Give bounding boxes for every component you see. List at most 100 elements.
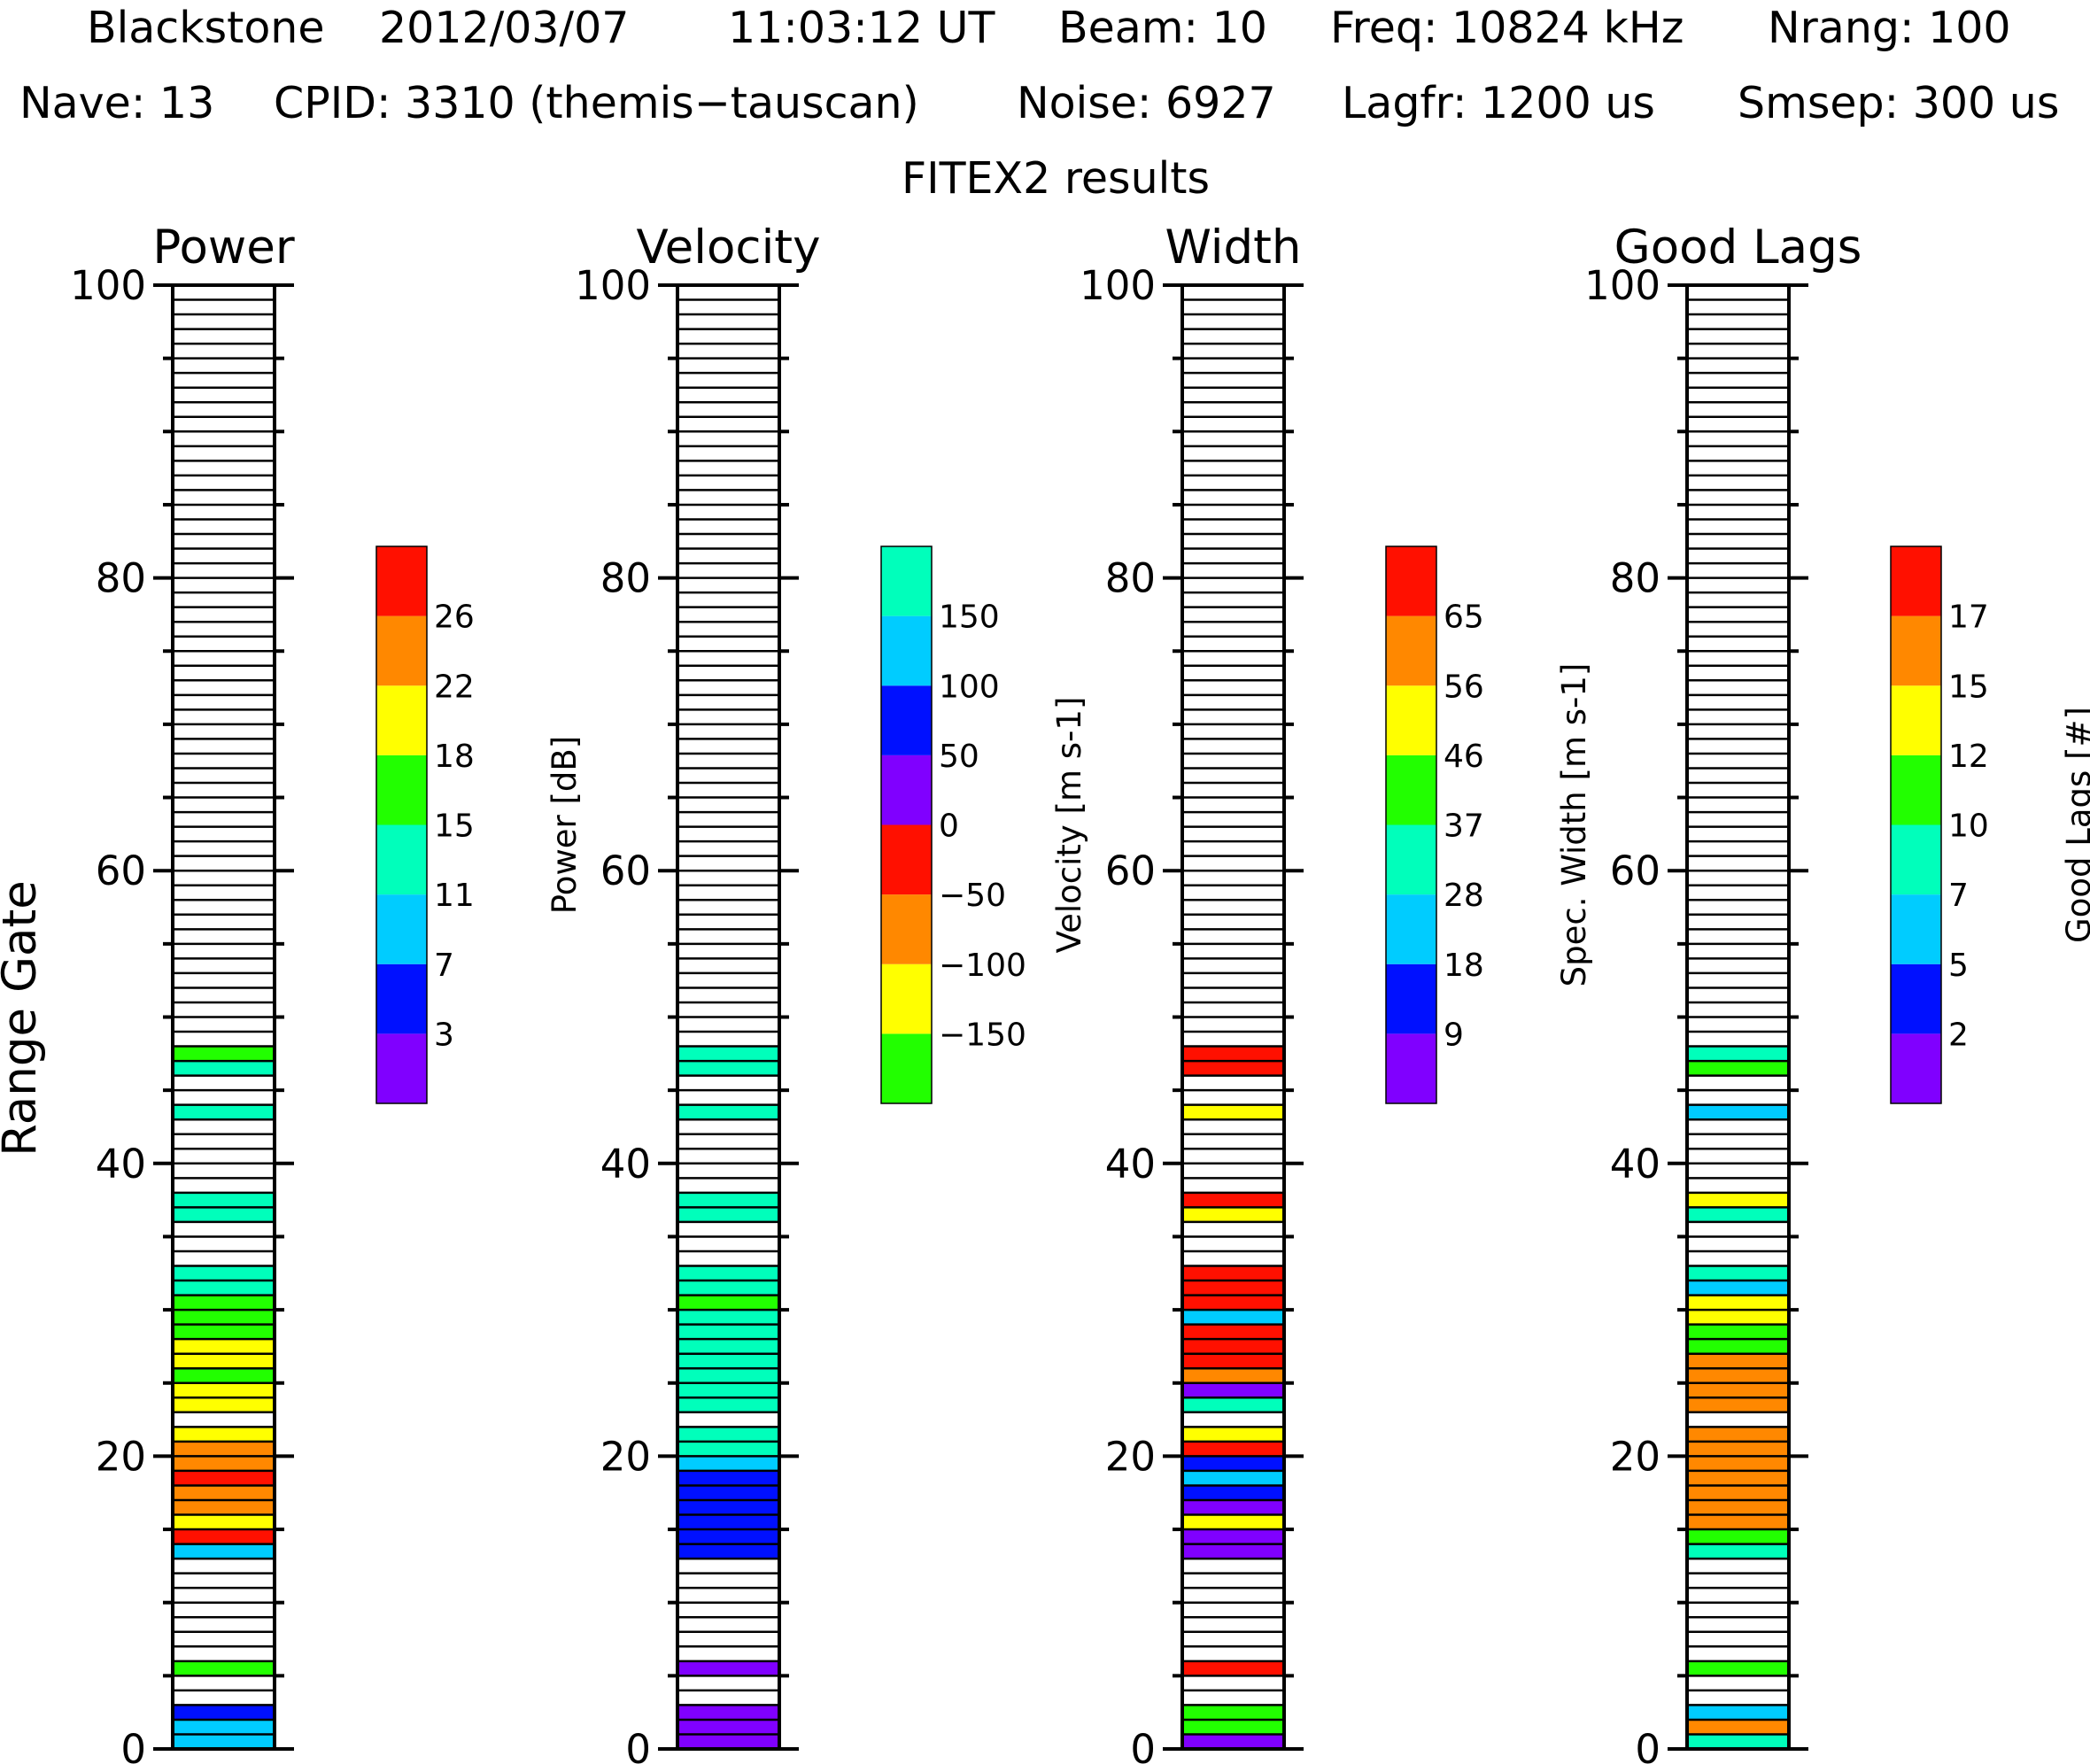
gate-cell-47 xyxy=(677,1046,779,1062)
colorbar-tick-label: −100 xyxy=(939,948,1026,984)
gate-cell-25 xyxy=(1687,1368,1789,1383)
y-tick-label: 40 xyxy=(1105,1141,1156,1188)
gate-cell-37 xyxy=(677,1192,779,1208)
panel-width: Width 0 20 40 60 80 100 9 18 28 37 46 56 65 Spec. Widt… xyxy=(1080,220,1593,1764)
y-tick-label: 100 xyxy=(575,262,651,309)
colorbar-tick-label: 50 xyxy=(939,739,979,775)
gate-cell-18 xyxy=(1182,1470,1284,1486)
colorbar-swatch xyxy=(1386,685,1436,755)
y-tick-label: 20 xyxy=(96,1433,146,1480)
header-cpid: CPID: 3310 (themis−tauscan) xyxy=(274,78,919,128)
gate-boundaries-velocity xyxy=(677,298,779,1736)
colorbar-tick-label: 10 xyxy=(1948,808,1989,845)
gate-cell-16 xyxy=(1687,1499,1789,1515)
y-tick-label: 80 xyxy=(1105,555,1156,602)
gate-cell-36 xyxy=(1687,1207,1789,1222)
colorbar-velocity: −150 −100 −50 0 50 100 150 Velocity [m s-1] xyxy=(880,545,1088,1104)
colorbar-frame xyxy=(1385,545,1437,1104)
gate-cell-23 xyxy=(1687,1397,1789,1412)
gate-cell-30 xyxy=(1182,1295,1284,1311)
y-tick-label: 0 xyxy=(1635,1726,1660,1764)
y-tick-label: 80 xyxy=(600,555,651,602)
gate-cell-19 xyxy=(173,1456,275,1471)
gate-cell-28 xyxy=(677,1324,779,1340)
gate-cell-0 xyxy=(1182,1734,1284,1749)
gate-cell-15 xyxy=(173,1514,275,1530)
gate-cell-18 xyxy=(173,1470,275,1486)
gate-cell-0 xyxy=(677,1734,779,1749)
gate-cell-18 xyxy=(1687,1470,1789,1486)
gate-cell-2 xyxy=(1182,1705,1284,1720)
header: Blackstone 2012/03/07 11:03:12 UT Beam: … xyxy=(19,3,2059,204)
y-ticks-width xyxy=(1163,283,1304,1751)
gate-cell-16 xyxy=(1182,1499,1284,1515)
panel-title-power: Power xyxy=(152,220,294,275)
y-tick-label: 0 xyxy=(625,1726,651,1764)
gate-cell-23 xyxy=(1182,1397,1284,1412)
gate-cell-2 xyxy=(173,1705,275,1720)
y-tick-label: 0 xyxy=(1130,1726,1156,1764)
gate-cell-47 xyxy=(1687,1046,1789,1062)
colorbar-swatch xyxy=(1891,894,1941,964)
colorbar-swatch xyxy=(1891,824,1941,895)
gate-cell-37 xyxy=(173,1192,275,1208)
colorbar-frame xyxy=(880,545,933,1104)
gate-cell-24 xyxy=(1182,1382,1284,1398)
gate-cell-20 xyxy=(173,1441,275,1457)
y-ticks-velocity xyxy=(658,283,799,1751)
gate-cell-5 xyxy=(677,1660,779,1676)
gate-cell-24 xyxy=(677,1382,779,1398)
colorbar-swatch xyxy=(881,685,932,755)
gate-cell-46 xyxy=(1687,1061,1789,1076)
gate-cell-24 xyxy=(1687,1382,1789,1398)
colorbar-tick-label: 5 xyxy=(1948,948,1969,984)
colorbar-swatch xyxy=(1891,546,1941,616)
gate-cell-26 xyxy=(1687,1353,1789,1369)
colorbar-label: Velocity [m s-1] xyxy=(1050,697,1088,954)
gate-cell-1 xyxy=(1687,1719,1789,1735)
colorbar-tick-label: 7 xyxy=(1948,878,1969,914)
colorbar-swatch xyxy=(1386,824,1436,895)
gate-cell-16 xyxy=(173,1499,275,1515)
gate-cell-36 xyxy=(173,1207,275,1222)
panel-good-lags: Good Lags 0 20 40 60 80 100 2 5 7 10 12 15 17 Good Lag… xyxy=(1584,220,2090,1764)
gate-cell-18 xyxy=(677,1470,779,1486)
colorbar-swatch xyxy=(376,546,427,616)
gate-cell-46 xyxy=(173,1061,275,1076)
colorbar-swatch xyxy=(1386,1033,1436,1103)
gate-cell-27 xyxy=(677,1339,779,1354)
colorbar-good-lags: 2 5 7 10 12 15 17 Good Lags [#] xyxy=(1890,545,2090,1104)
header-date: 2012/03/07 xyxy=(379,3,629,53)
gate-cell-14 xyxy=(1687,1529,1789,1544)
gate-cell-2 xyxy=(677,1705,779,1720)
gate-boundaries-width xyxy=(1182,298,1284,1736)
colorbar-swatch xyxy=(1386,963,1436,1034)
colorbar-frame xyxy=(375,545,428,1104)
y-ticks-power xyxy=(153,283,294,1751)
gate-cell-17 xyxy=(173,1485,275,1500)
gate-cell-1 xyxy=(1182,1719,1284,1735)
gate-cell-37 xyxy=(1182,1192,1284,1208)
gate-cell-15 xyxy=(1687,1514,1789,1530)
gate-cell-27 xyxy=(1182,1339,1284,1354)
y-ticks-good-lags xyxy=(1668,283,1808,1751)
gate-cell-0 xyxy=(173,1734,275,1749)
gate-cell-32 xyxy=(1687,1265,1789,1281)
gate-cell-43 xyxy=(173,1104,275,1120)
colorbar-swatch xyxy=(376,685,427,755)
gate-cell-30 xyxy=(173,1295,275,1311)
y-tick-label: 20 xyxy=(600,1433,651,1480)
header-smsep: Smsep: 300 us xyxy=(1738,78,2059,128)
colorbar-label: Good Lags [#] xyxy=(2060,707,2090,943)
gate-cell-25 xyxy=(1182,1368,1284,1383)
gate-boundaries-good-lags xyxy=(1687,298,1789,1736)
colorbar-swatch xyxy=(881,615,932,686)
colorbar-tick-label: −50 xyxy=(939,878,1006,914)
gate-cell-43 xyxy=(677,1104,779,1120)
gate-cell-28 xyxy=(1687,1324,1789,1340)
gate-cell-46 xyxy=(1182,1061,1284,1076)
colorbar-swatch xyxy=(376,894,427,964)
gate-cell-23 xyxy=(173,1397,275,1412)
gate-cell-20 xyxy=(677,1441,779,1457)
